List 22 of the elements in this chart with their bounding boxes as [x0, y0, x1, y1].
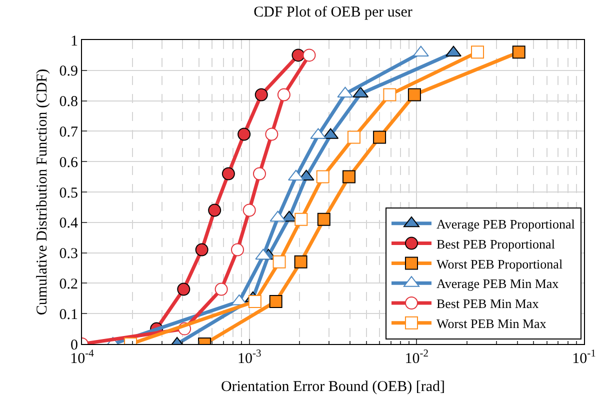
legend-label: Average PEB Min Max: [436, 276, 560, 292]
y-tick-label: 0.1: [59, 306, 78, 323]
y-tick-label: 0.4: [59, 216, 78, 232]
x-axis-title: Orientation Error Bound (OEB) [rad]: [220, 379, 446, 395]
legend-label: Worst PEB Proportional: [436, 256, 563, 272]
y-tick-label: 0.9: [59, 64, 78, 80]
y-tick-label: 0.8: [59, 94, 78, 110]
chart-title: CDF Plot of OEB per user: [254, 4, 412, 21]
legend-label: Best PEB Proportional: [436, 236, 556, 252]
x-tick-label: 10$^{-1}$: [572, 348, 596, 367]
y-tick-label: 0.6: [59, 154, 78, 171]
y-tick-label: 0.2: [59, 276, 78, 292]
y-tick-label: 0.7: [59, 124, 78, 140]
y-tick-label: 0.5: [59, 185, 78, 202]
x-tick-label: 10$^{-2}$: [404, 348, 429, 367]
legend-label: Average PEB Proportional: [436, 216, 576, 232]
y-tick-label: 0.3: [59, 246, 78, 262]
legend-label: Best PEB Min Max: [436, 296, 540, 312]
x-tick-label: 10$^{-3}$: [237, 348, 262, 367]
legend-label: Worst PEB Min Max: [436, 316, 547, 331]
y-tick-label: 1: [70, 33, 78, 50]
y-axis-title: Cumulative Distribution Function (CDF): [34, 68, 50, 316]
